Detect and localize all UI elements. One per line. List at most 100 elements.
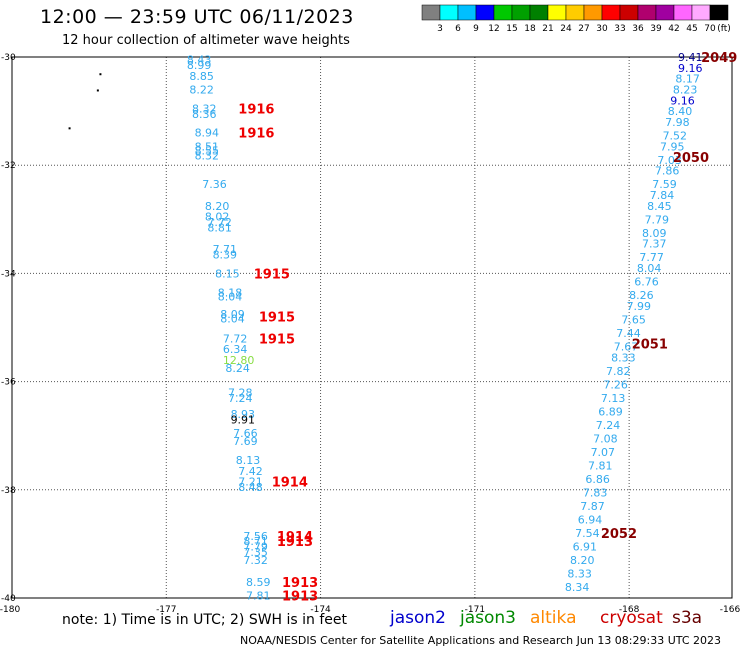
swh-data-label: 7.21	[238, 476, 262, 489]
swh-data-label: 6.89	[598, 405, 623, 418]
swh-data-label: 7.37	[642, 238, 667, 251]
swh-data-label: 7.59	[652, 178, 677, 191]
swh-data-label: 8.04	[220, 312, 245, 325]
swh-data-label: 7.24	[596, 419, 621, 432]
satellite-legend-cryosat: cryosat	[600, 608, 663, 628]
pass-time-label: 2051	[632, 338, 668, 353]
swh-data-label: 9.91	[231, 413, 256, 426]
swh-data-label: 7.72	[207, 216, 232, 229]
swh-data-label: 8.02	[205, 211, 230, 224]
swh-data-label: 8.59	[246, 576, 271, 589]
x-tick-label: -174	[310, 605, 331, 615]
swh-data-label: 6.86	[585, 473, 610, 486]
pass-time-label: 1916	[238, 127, 274, 142]
swh-data-label: 8.24	[225, 362, 250, 375]
legend-tick-label: 39	[650, 24, 662, 34]
pass-time-label: 1915	[259, 332, 295, 347]
legend-tick-label: 24	[560, 24, 572, 34]
satellite-legend-jason2: jason2	[390, 608, 446, 628]
swh-data-label: 8.94	[195, 127, 220, 140]
swh-data-label: 8.13	[236, 454, 261, 467]
plot-frame	[11, 56, 733, 599]
swh-data-label: 7.42	[238, 465, 262, 478]
pass-time-label: 2049	[701, 51, 737, 66]
x-tick-label: -166	[720, 605, 740, 615]
legend-color-swatch	[421, 4, 441, 21]
swh-data-label: 8.18	[218, 286, 243, 299]
legend-color-swatch	[565, 4, 585, 21]
y-tick-label: -40	[1, 594, 16, 604]
y-tick-label: -38	[1, 486, 16, 496]
legend-color-swatch	[457, 4, 477, 21]
swh-data-label: 8.33	[611, 351, 636, 364]
legend-color-swatch	[475, 4, 495, 21]
chart-title: 12:00 — 23:59 UTC 06/11/2023	[40, 6, 354, 28]
swh-data-label: 7.35	[243, 546, 268, 559]
swh-data-label: 7.52	[663, 129, 688, 142]
legend-color-swatch	[655, 4, 675, 21]
swh-data-label: 7.87	[580, 500, 605, 513]
legend-tick-label: 45	[686, 24, 697, 34]
swh-data-label: 7.56	[243, 530, 268, 543]
swh-data-label: 7.83	[583, 487, 608, 500]
pass-time-label: 1916	[238, 102, 274, 117]
pass-time-label: 1914	[277, 530, 313, 545]
swh-data-label: 7.79	[645, 213, 670, 226]
x-tick-label: -180	[0, 605, 20, 615]
swh-data-label: 8.20	[570, 554, 595, 567]
note-text: note: 1) Time is in UTC; 2) SWH is in fe…	[62, 612, 348, 628]
swh-data-label: 7.03	[657, 154, 682, 167]
swh-data-label: 8.99	[187, 59, 212, 72]
swh-data-label: 8.39	[213, 248, 238, 261]
swh-data-label: 8.45	[647, 200, 672, 213]
y-tick-label: -34	[1, 269, 16, 279]
satellite-legend-jason3: jason3	[460, 608, 516, 628]
y-tick-label: -32	[1, 161, 16, 171]
swh-data-label: 7.08	[593, 432, 618, 445]
swh-data-label: 9.16	[670, 94, 695, 107]
legend-tick-label: 70	[704, 24, 716, 34]
swh-data-label: 7.32	[243, 554, 268, 567]
swh-data-label: 7.71	[213, 243, 238, 256]
swh-data-label: 7.84	[650, 189, 675, 202]
swh-data-label: 8.48	[238, 481, 262, 494]
legend-tick-label: 30	[596, 24, 608, 34]
swh-data-label: 7.79	[243, 541, 268, 554]
swh-data-label: 7.65	[621, 313, 646, 326]
swh-data-label: 8.23	[673, 83, 698, 96]
satellite-legend-s3a: s3a	[672, 608, 703, 628]
swh-data-label: 6.91	[573, 541, 598, 554]
swh-data-label: 8.04	[218, 291, 243, 304]
swh-data-label: 7.86	[655, 165, 680, 178]
swh-data-label: 7.72	[223, 332, 248, 345]
swh-data-label: 8.40	[668, 105, 693, 118]
swh-data-label: 7.99	[627, 300, 652, 313]
swh-data-label: 8.55	[195, 145, 220, 158]
swh-data-label: 8.36	[192, 108, 217, 121]
pass-time-label: 2052	[601, 527, 637, 542]
pass-time-label: 1913	[282, 589, 318, 604]
legend-tick-label: 21	[542, 24, 553, 34]
swh-data-label: 7.07	[591, 446, 616, 459]
swh-data-label: 7.67	[614, 340, 639, 353]
y-tick-label: -30	[1, 53, 16, 63]
legend-tick-label: 36	[632, 24, 644, 34]
swh-data-label: 7.81	[588, 459, 613, 472]
swh-data-label: 7.82	[606, 365, 631, 378]
legend-color-swatch	[619, 4, 639, 21]
swh-data-label: 7.66	[233, 427, 258, 440]
swh-data-label: 9.16	[678, 62, 703, 75]
legend-color-swatch	[637, 4, 657, 21]
swh-data-label: 8.20	[205, 200, 230, 213]
swh-data-label: 8.32	[192, 102, 217, 115]
swh-data-label: 8.32	[195, 149, 220, 162]
swh-data-label: 8.22	[189, 83, 214, 96]
legend-color-swatch	[439, 4, 459, 21]
swh-data-label: 8.51	[195, 140, 220, 153]
swh-data-label: 12.80	[223, 354, 255, 367]
pass-time-label: 1914	[272, 476, 308, 491]
swh-data-label: 7.54	[575, 527, 600, 540]
pass-time-label: 1913	[277, 535, 313, 550]
legend-tick-label: 15	[506, 24, 517, 34]
